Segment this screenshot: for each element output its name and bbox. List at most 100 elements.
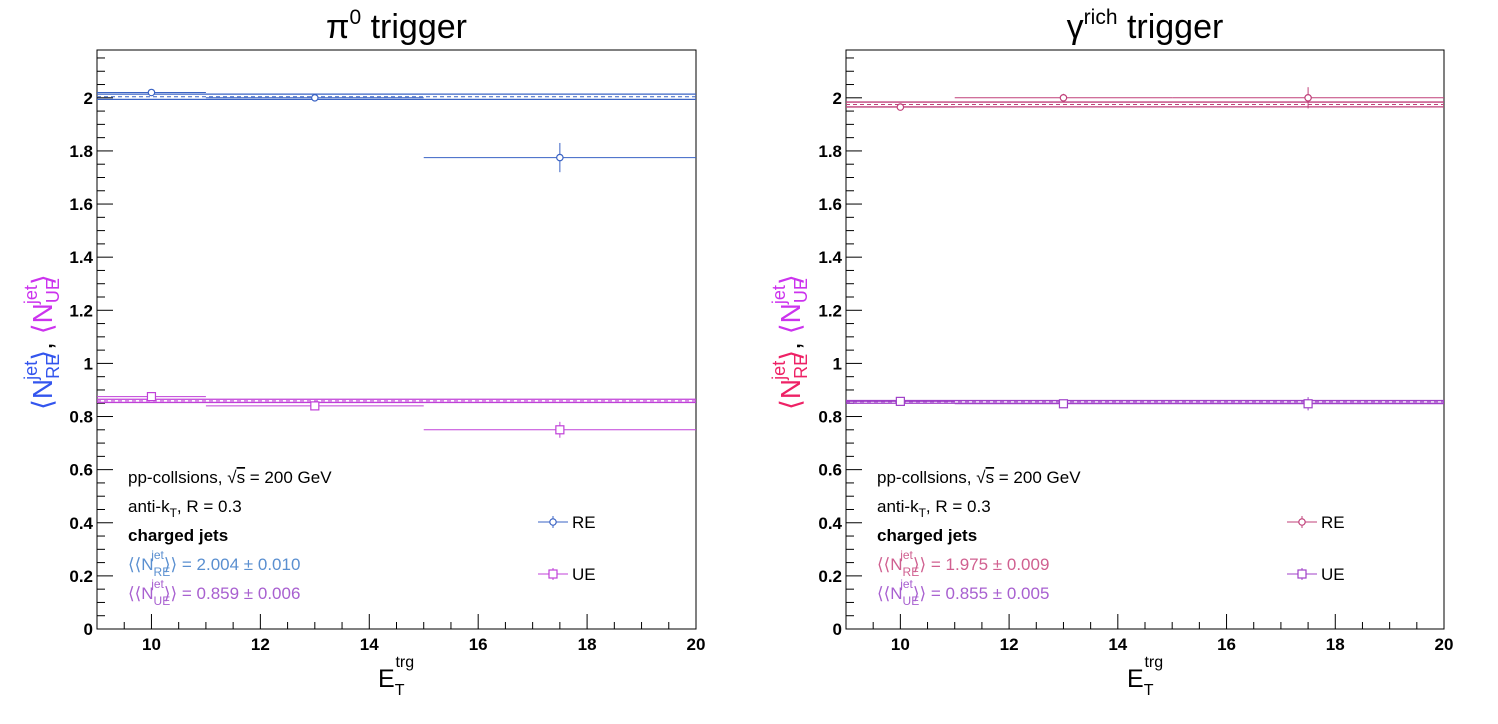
annotation-jet-algo: anti-kT, R = 0.3 xyxy=(128,497,242,520)
fit-sub: UE xyxy=(903,594,920,608)
annotation-collision: pp-collsions, √s = 200 GeV xyxy=(877,468,1081,487)
legend-entry-ue: UE xyxy=(1287,565,1345,584)
chart-title: γrich trigger xyxy=(1067,6,1224,46)
x-tick-label: 18 xyxy=(1326,635,1345,654)
title-rest: trigger xyxy=(1118,8,1224,46)
fit-n: N xyxy=(890,584,902,603)
y-tick-label: 1 xyxy=(833,354,842,373)
marker-circle xyxy=(1304,94,1312,102)
data-point-re xyxy=(97,88,206,97)
ylabel-jet-superscript-ue: jet xyxy=(21,285,41,305)
ylabel-jet-superscript-ue: jet xyxy=(769,285,789,305)
y-tick-label: 0.6 xyxy=(818,461,842,480)
annotation-collision-a: pp-collsions, xyxy=(877,468,976,487)
legend-label: RE xyxy=(572,513,596,532)
marker-square xyxy=(895,396,905,406)
legend-marker-circle xyxy=(1298,518,1306,526)
xlabel-superscript: trg xyxy=(395,654,414,671)
data-point-ue xyxy=(97,392,206,402)
sqrt-icon: √ xyxy=(976,468,986,487)
ylabel-langle-ue: ⟨ xyxy=(775,323,806,342)
x-axis-label: ETtrg xyxy=(1127,654,1163,699)
marker-square xyxy=(146,392,157,402)
annotation-jet-algo: anti-kT, R = 0.3 xyxy=(877,497,991,520)
chart-title: π0 trigger xyxy=(326,6,467,46)
annotation-collision-c: = 200 GeV xyxy=(245,468,332,487)
annotation-algo-a: anti-k xyxy=(128,497,170,516)
fit-sup: jet xyxy=(899,548,913,562)
fit-value: = 2.004 ± 0.010 xyxy=(177,555,300,574)
ylabel-langle-ue: ⟨ xyxy=(27,323,58,342)
ylabel-comma: , xyxy=(775,342,806,350)
marker-square xyxy=(1303,399,1313,409)
title-base: π xyxy=(326,8,349,46)
double-rangle: ⟩⟩ xyxy=(913,555,926,574)
annotation-collision-b: s xyxy=(986,468,995,487)
double-rangle: ⟩⟩ xyxy=(164,584,177,603)
title-base: γ xyxy=(1067,8,1084,46)
fit-value: = 1.975 ± 0.009 xyxy=(926,555,1049,574)
fit-sub: RE xyxy=(903,565,920,579)
x-tick-label: 12 xyxy=(1000,635,1019,654)
y-tick-label: 1.6 xyxy=(69,195,93,214)
annotation-collision-c: = 200 GeV xyxy=(994,468,1081,487)
ylabel-n: N xyxy=(27,379,58,399)
legend-entry-re: RE xyxy=(538,513,596,532)
ylabel-jet-superscript: jet xyxy=(21,361,41,381)
y-tick-label: 1.6 xyxy=(818,195,842,214)
xlabel-subscript: T xyxy=(395,682,405,699)
fit-n: N xyxy=(141,555,153,574)
ylabel-langle: ⟨ xyxy=(27,399,58,410)
legend: RE UE xyxy=(538,513,596,584)
annotation-algo-b: , R = 0.3 xyxy=(177,497,242,516)
y-tick-label: 1.4 xyxy=(818,248,842,267)
double-rangle: ⟩⟩ xyxy=(164,555,177,574)
double-rangle: ⟩⟩ xyxy=(913,584,926,603)
y-axis-label: ⟨NREjet⟩, ⟨NUEjet⟩ xyxy=(21,274,63,410)
ylabel-rangle-ue: ⟩ xyxy=(775,274,806,285)
legend-marker-circle xyxy=(549,518,557,526)
marker-square xyxy=(1058,399,1069,409)
y-tick-label: 0.4 xyxy=(818,514,842,533)
title-rest: trigger xyxy=(361,8,467,46)
y-tick-label: 0.8 xyxy=(69,408,93,427)
ylabel-n-ue: N xyxy=(27,303,58,323)
legend-marker-square xyxy=(1297,569,1307,579)
y-tick-label: 0.8 xyxy=(818,408,842,427)
y-tick-label: 0 xyxy=(84,620,93,639)
y-tick-label: 1.8 xyxy=(69,142,93,161)
annotation-algo-a: anti-k xyxy=(877,497,919,516)
y-tick-label: 0.2 xyxy=(818,567,842,586)
x-tick-label: 20 xyxy=(1435,635,1454,654)
sqrt-icon: √ xyxy=(227,468,237,487)
y-tick-label: 1 xyxy=(84,354,93,373)
marker-circle xyxy=(896,103,905,111)
double-langle: ⟨⟨ xyxy=(877,555,890,574)
x-tick-label: 14 xyxy=(360,635,379,654)
data-point-ue xyxy=(205,401,424,411)
fit-sup: jet xyxy=(150,577,164,591)
fit-value: = 0.859 ± 0.006 xyxy=(177,584,300,603)
data-point-re xyxy=(423,142,696,173)
xlabel-base: E xyxy=(1127,665,1144,693)
marker-circle xyxy=(147,88,156,97)
y-tick-label: 1.2 xyxy=(818,301,842,320)
annotation-collision-b: s xyxy=(237,468,246,487)
fit-result-ue: ⟨⟨NUE jet⟩⟩ = 0.859 ± 0.006 xyxy=(128,577,300,608)
title-superscript: 0 xyxy=(349,6,361,29)
ylabel-ue-subscript: UE xyxy=(43,278,63,303)
marker-square xyxy=(310,401,320,411)
marker-circle xyxy=(311,94,319,102)
marker-circle xyxy=(556,153,564,162)
xlabel-base: E xyxy=(378,665,395,693)
ylabel-n: N xyxy=(775,379,806,399)
data-point-re xyxy=(954,93,1173,102)
annotation-collision-a: pp-collsions, xyxy=(128,468,227,487)
annotation-algo-sub: T xyxy=(170,506,178,520)
legend: RE UE xyxy=(1287,513,1345,584)
data-point-re xyxy=(846,103,955,111)
x-tick-label: 10 xyxy=(142,635,161,654)
fit-sub: UE xyxy=(154,594,171,608)
fit-n: N xyxy=(890,555,902,574)
